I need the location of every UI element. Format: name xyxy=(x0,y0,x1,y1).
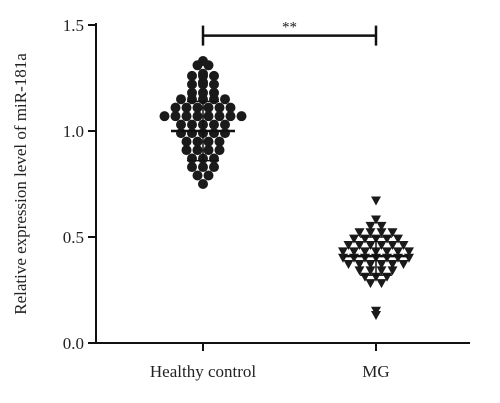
data-point-circle xyxy=(181,111,192,122)
data-point-circle xyxy=(209,128,219,139)
data-point-circle xyxy=(198,79,208,90)
data-point-circle xyxy=(181,102,192,113)
data-point-circle xyxy=(159,111,170,122)
data-point-triangle xyxy=(349,247,359,257)
data-point-circle xyxy=(225,111,236,122)
data-point-circle xyxy=(181,145,192,156)
data-point-circle xyxy=(170,102,181,113)
data-point-triangle xyxy=(354,260,365,270)
data-point-triangle xyxy=(376,260,387,270)
data-point-circle xyxy=(176,128,186,139)
data-point-triangle xyxy=(338,247,348,257)
data-point-circle xyxy=(203,111,214,122)
data-point-circle xyxy=(187,70,197,81)
data-point-triangle xyxy=(387,240,398,250)
data-point-circle xyxy=(209,79,219,90)
x-tick-label: MG xyxy=(362,362,389,381)
data-point-circle xyxy=(203,60,214,71)
data-point-circle xyxy=(187,128,197,139)
data-point-triangle xyxy=(365,279,376,289)
data-point-circle xyxy=(209,162,219,173)
data-point-circle xyxy=(192,60,203,71)
data-point-triangle xyxy=(393,234,403,244)
data-point-triangle xyxy=(376,221,387,231)
data-point-circle xyxy=(187,162,197,173)
data-point-circle xyxy=(220,119,230,130)
data-point-circle xyxy=(192,145,203,156)
data-point-triangle xyxy=(365,240,376,250)
y-tick-label: 0.5 xyxy=(63,228,84,247)
data-point-triangle xyxy=(365,266,376,276)
data-point-circle xyxy=(181,136,192,147)
data-point-triangle xyxy=(343,240,354,250)
axes: 0.0 0.5 1.0 1.5 Healthy control MG xyxy=(63,16,470,381)
data-point-triangle xyxy=(398,260,409,270)
data-point-triangle xyxy=(354,240,365,250)
data-point-triangle xyxy=(376,279,387,289)
data-point-circle xyxy=(209,70,219,81)
data-point-circle xyxy=(198,179,208,189)
data-point-triangle xyxy=(354,228,365,238)
data-point-circle xyxy=(170,111,181,122)
data-point-circle xyxy=(203,102,214,113)
data-point-circle xyxy=(203,170,214,181)
data-point-circle xyxy=(192,102,203,113)
data-point-circle xyxy=(203,136,214,147)
data-point-circle xyxy=(187,94,197,105)
data-point-circle xyxy=(209,94,219,105)
data-point-triangle xyxy=(382,247,392,257)
data-point-triangle xyxy=(371,215,381,225)
data-point-circle xyxy=(214,102,225,113)
data-point-circle xyxy=(203,145,214,156)
data-point-triangle xyxy=(343,260,354,270)
significance-label: ** xyxy=(282,20,297,36)
data-point-circle xyxy=(236,111,247,122)
y-tick-label: 0.0 xyxy=(63,334,84,353)
data-point-triangle xyxy=(365,260,376,270)
data-point-triangle xyxy=(387,260,398,270)
data-point-triangle xyxy=(376,240,387,250)
data-point-triangle xyxy=(376,266,387,276)
data-points xyxy=(159,56,414,320)
data-point-circle xyxy=(176,94,186,105)
data-point-circle xyxy=(198,162,208,173)
data-point-triangle xyxy=(393,247,403,257)
data-point-circle xyxy=(187,79,197,90)
data-point-circle xyxy=(187,119,197,130)
data-point-triangle xyxy=(365,221,376,231)
y-tick-label: 1.0 xyxy=(63,122,84,141)
data-point-triangle xyxy=(376,228,387,238)
data-point-circle xyxy=(214,111,225,122)
data-point-triangle xyxy=(387,228,398,238)
data-point-triangle xyxy=(371,196,381,206)
data-point-circle xyxy=(192,136,203,147)
data-point-circle xyxy=(192,111,203,122)
data-point-circle xyxy=(209,119,219,130)
data-point-triangle xyxy=(365,228,376,238)
data-point-circle xyxy=(214,136,225,147)
data-point-triangle xyxy=(349,234,359,244)
data-point-triangle xyxy=(360,247,370,257)
data-point-circle xyxy=(192,170,203,181)
data-point-triangle xyxy=(387,266,398,276)
data-point-circle xyxy=(225,102,236,113)
data-point-circle xyxy=(220,94,230,105)
data-point-circle xyxy=(220,128,230,139)
data-point-triangle xyxy=(398,240,409,250)
data-point-circle xyxy=(214,145,225,156)
x-tick-label: Healthy control xyxy=(150,362,256,381)
data-point-triangle xyxy=(404,247,414,257)
data-point-circle xyxy=(176,119,186,130)
data-point-triangle xyxy=(371,310,381,320)
y-axis-title: Relative expression level of miR-181a xyxy=(11,53,30,315)
significance-bracket: ** xyxy=(201,20,378,46)
mean-sd-bars xyxy=(171,100,408,276)
data-point-triangle xyxy=(354,266,365,276)
y-tick-label: 1.5 xyxy=(63,16,84,35)
